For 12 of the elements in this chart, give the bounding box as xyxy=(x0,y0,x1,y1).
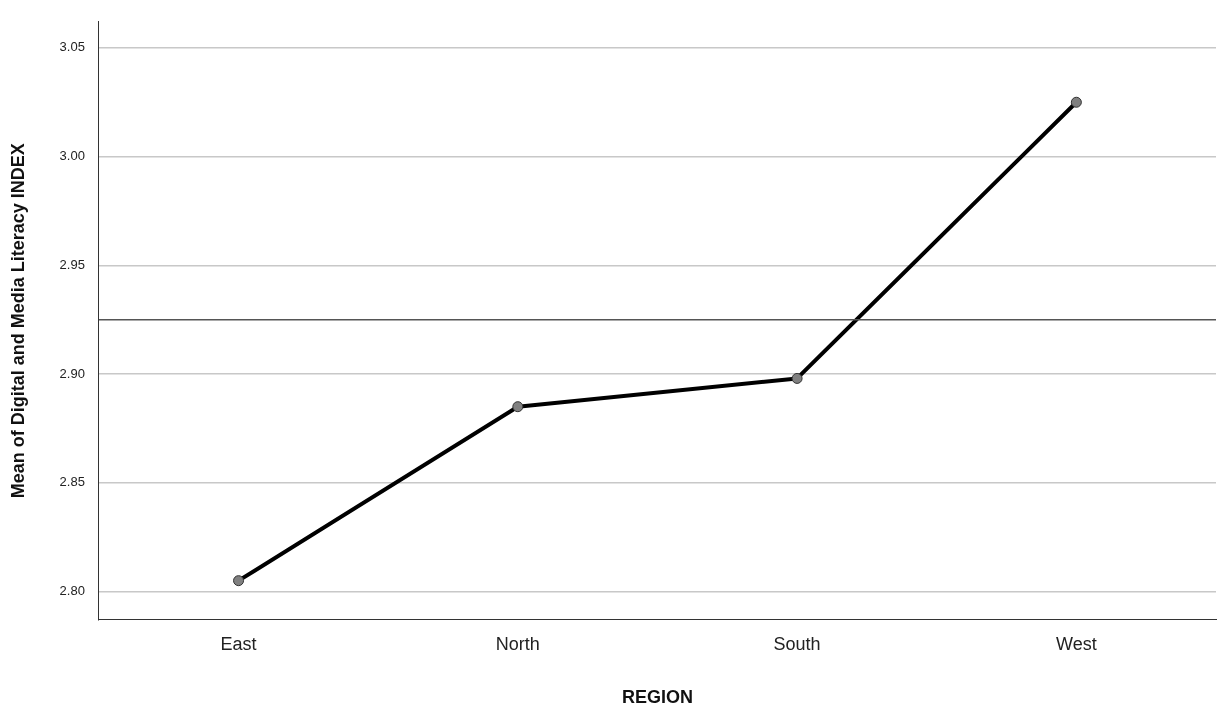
x-tick-label: North xyxy=(495,633,540,654)
x-tick-label: West xyxy=(1056,633,1097,654)
y-tick-label: 3.05 xyxy=(59,39,85,55)
x-tick-label: East xyxy=(220,633,257,654)
y-tick-label: 2.85 xyxy=(59,474,85,490)
y-tick-label: 2.90 xyxy=(59,365,85,381)
x-axis-title: REGION xyxy=(621,687,693,708)
x-tick-label: South xyxy=(773,633,821,654)
y-axis-title: Mean of Digital and Media Literacy INDEX xyxy=(7,143,28,499)
y-tick-label: 3.00 xyxy=(59,148,85,164)
y-tick-label: 2.80 xyxy=(59,583,85,599)
y-tick-label: 2.95 xyxy=(59,256,85,272)
